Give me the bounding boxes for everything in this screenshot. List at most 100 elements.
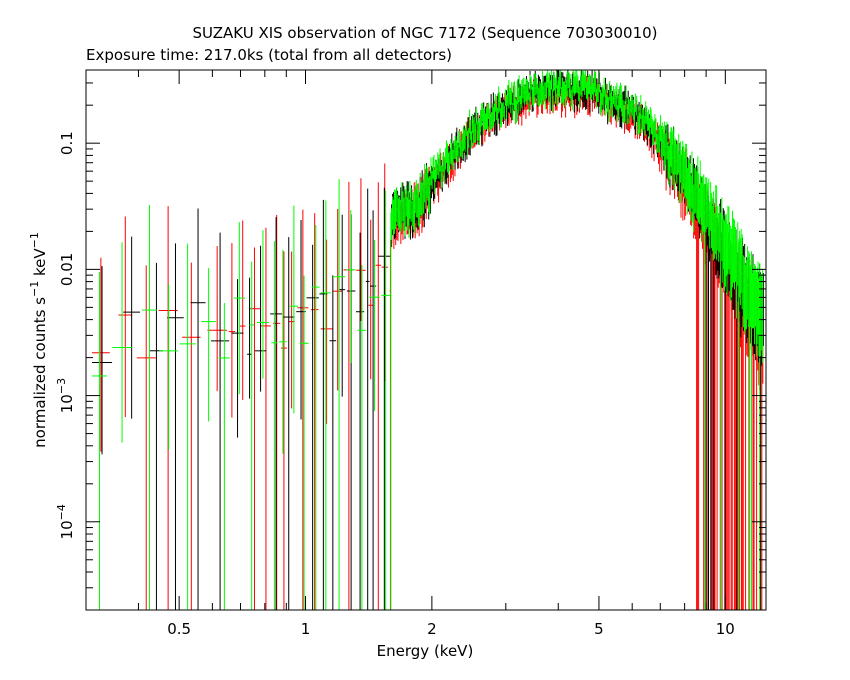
data-point [621, 94, 623, 117]
data-point [410, 188, 412, 222]
data-point [466, 130, 469, 157]
x-tick-label: 5 [594, 620, 604, 638]
data-point [628, 99, 630, 124]
data-point [595, 72, 597, 97]
data-point [534, 73, 536, 104]
data-point [428, 177, 430, 213]
data-point [749, 253, 751, 610]
data-point [554, 74, 556, 91]
data-point [611, 96, 613, 118]
data-point [421, 182, 423, 215]
data-point [409, 180, 411, 219]
data-point [696, 171, 698, 219]
data-point [707, 182, 709, 227]
data-point [746, 259, 748, 329]
data-point [443, 156, 445, 181]
data-point [401, 182, 403, 230]
data-point [629, 100, 631, 118]
data-point [614, 89, 616, 108]
data-point [638, 105, 640, 135]
data-point [541, 82, 543, 105]
data-point [529, 74, 531, 102]
data-point [544, 81, 546, 110]
data-point [561, 87, 563, 104]
data-point [149, 262, 164, 610]
data-point [490, 113, 492, 130]
data-point [695, 167, 697, 213]
data-point [675, 138, 677, 175]
data-point [743, 256, 745, 335]
data-point [733, 262, 735, 610]
data-point [591, 75, 594, 95]
data-point [752, 255, 755, 329]
data-point [715, 185, 717, 255]
data-point [405, 185, 407, 217]
data-point [423, 163, 426, 203]
data-point [306, 244, 319, 610]
data-point [625, 109, 627, 130]
data-point [378, 187, 391, 610]
data-point [719, 206, 721, 253]
data-point [762, 268, 764, 363]
data-point [606, 94, 608, 115]
data-point [406, 197, 408, 231]
data-point [624, 101, 626, 122]
data-point [310, 213, 319, 610]
data-point [635, 93, 637, 113]
data-point [698, 187, 700, 224]
data-point [733, 219, 735, 290]
data-point [564, 84, 566, 108]
data-point [429, 176, 431, 215]
data-point [727, 205, 729, 275]
data-point [690, 176, 692, 221]
data-point [271, 241, 278, 610]
data-point [91, 266, 113, 455]
data-point [657, 127, 659, 153]
data-point [518, 75, 520, 102]
data-point [345, 210, 356, 364]
data-point [669, 131, 671, 180]
data-point [431, 171, 433, 189]
data-point [578, 80, 580, 102]
data-point [577, 75, 579, 94]
data-point [446, 143, 448, 173]
data-point [391, 208, 393, 240]
data-point [279, 249, 287, 454]
data-point [717, 205, 719, 251]
data-point [441, 166, 443, 188]
data-point [400, 199, 402, 233]
y-tick-label: 10−3 [55, 378, 76, 413]
data-point [670, 127, 672, 167]
data-point [658, 124, 660, 153]
data-point [454, 135, 456, 159]
data-point [442, 153, 444, 172]
data-point [649, 106, 651, 128]
data-point [450, 160, 452, 179]
data-point [720, 212, 722, 610]
data-point [549, 80, 552, 110]
data-point [650, 109, 652, 135]
data-point [734, 227, 736, 282]
data-point [646, 106, 648, 125]
data-point [433, 154, 435, 180]
data-point [626, 104, 628, 125]
data-point [508, 79, 510, 109]
x-tick-label: 2 [427, 620, 437, 638]
data-point [297, 209, 309, 610]
data-point [712, 191, 714, 261]
data-point [588, 73, 590, 95]
data-point [618, 95, 620, 119]
data-point [444, 147, 446, 170]
data-point [724, 214, 726, 287]
data-point [553, 72, 555, 92]
data-point [458, 129, 460, 148]
data-point [604, 89, 606, 117]
data-point [158, 206, 178, 610]
data-point [399, 196, 401, 228]
data-point [581, 75, 583, 98]
data-point [478, 118, 481, 145]
data-point [432, 157, 434, 179]
data-point [510, 88, 512, 114]
data-point [412, 192, 415, 230]
data-point [404, 189, 406, 237]
